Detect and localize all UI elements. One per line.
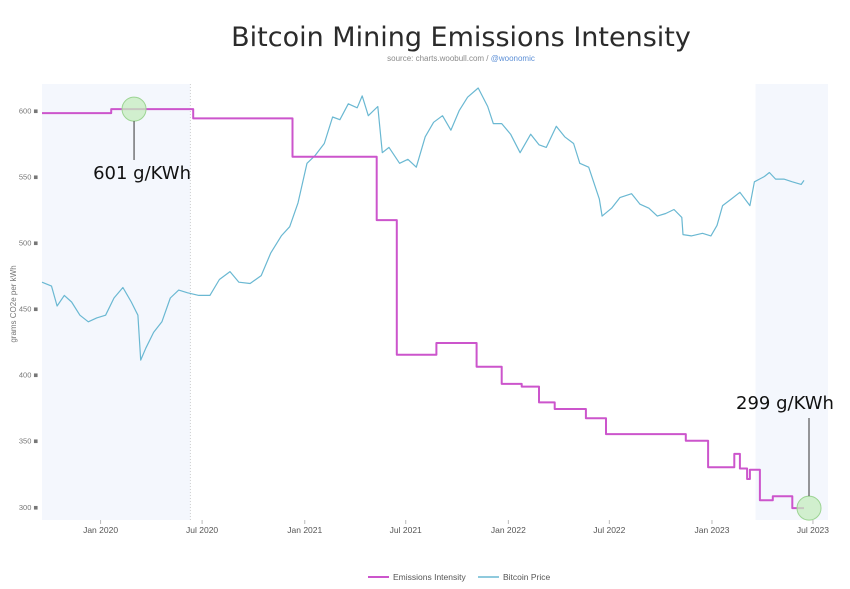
legend: Emissions Intensity Bitcoin Price (368, 572, 551, 582)
chart-title: Bitcoin Mining Emissions Intensity (231, 22, 691, 53)
bitcoin-price-line (41, 87, 805, 361)
annotation-label-start: 601 g/KWh (93, 163, 191, 184)
emissions-intensity-line (42, 108, 804, 510)
annotation-label-end: 299 g/KWh (736, 393, 834, 414)
legend-label-emissions: Emissions Intensity (393, 572, 466, 582)
y-tick-label: 300 ■ (19, 503, 39, 512)
y-tick-label: 350 ■ (19, 437, 39, 446)
x-tick-label: Jul 2023 (797, 525, 829, 535)
x-tick-label: Jul 2021 (390, 525, 422, 535)
legend-label-price: Bitcoin Price (503, 572, 551, 582)
x-tick-label: Jan 2022 (491, 525, 526, 535)
x-axis: Jan 2020 Jul 2020 Jan 2021 Jul 2021 Jan 2022… (83, 520, 829, 535)
series-lines (41, 87, 805, 510)
x-tick-label: Jan 2023 (694, 525, 729, 535)
x-tick-label: Jan 2021 (287, 525, 322, 535)
subtitle-handle: @woonomic (491, 54, 535, 63)
shaded-ranges (42, 84, 828, 520)
y-axis: 300 ■ 350 ■ 400 ■ 450 ■ 500 ■ 550 ■ 600 ■ (19, 106, 39, 511)
y-axis-label: grams CO2e per kWh (9, 265, 18, 342)
shaded-range-1 (755, 84, 828, 520)
subtitle-source: source: charts.woobull.com / (387, 54, 491, 63)
y-tick-label: 600 ■ (19, 106, 39, 115)
chart-subtitle: source: charts.woobull.com / @woonomic (387, 54, 535, 63)
y-tick-label: 400 ■ (19, 371, 39, 380)
x-tick-label: Jul 2022 (593, 525, 625, 535)
annotation-marker-start (121, 96, 147, 122)
annotations: 601 g/KWh 299 g/KWh (93, 96, 834, 521)
x-tick-label: Jan 2020 (83, 525, 118, 535)
shaded-range-0 (42, 84, 191, 520)
x-tick-label: Jul 2020 (186, 525, 218, 535)
y-tick-label: 550 ■ (19, 172, 39, 181)
annotation-marker-end (796, 495, 822, 521)
y-tick-label: 500 ■ (19, 239, 39, 248)
y-tick-label: 450 ■ (19, 305, 39, 314)
